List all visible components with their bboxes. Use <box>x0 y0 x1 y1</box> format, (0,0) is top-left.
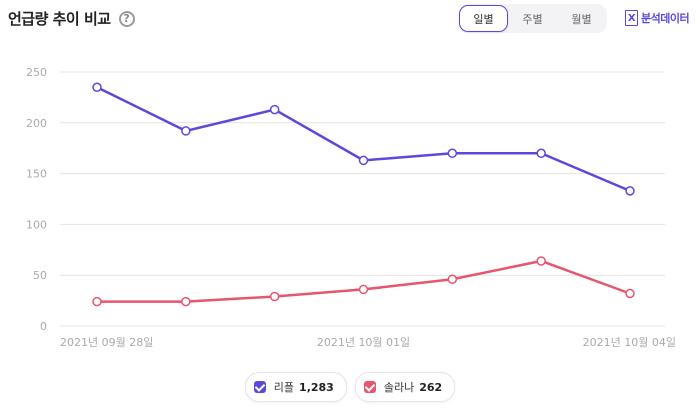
y-tick-label: 0 <box>40 320 47 333</box>
y-tick-label: 150 <box>26 168 47 181</box>
legend-series-count: 1,283 <box>299 380 334 394</box>
chart-header: 언급량 추이 비교 ? <box>8 8 135 29</box>
legend-series-name: 리플 <box>273 381 295 394</box>
y-tick-label: 250 <box>26 66 47 79</box>
legend-item-solana[interactable]: 솔라나 262 <box>354 372 456 402</box>
data-point <box>358 155 369 166</box>
checkbox-checked-icon <box>253 381 266 393</box>
data-point <box>92 82 102 92</box>
data-point <box>358 284 369 295</box>
help-icon[interactable]: ? <box>118 10 135 27</box>
data-point <box>536 256 546 266</box>
data-point <box>625 288 635 299</box>
page-title: 언급량 추이 비교 <box>8 10 111 28</box>
excel-icon: X <box>625 10 638 26</box>
line-chart: 0 50 100 150 200 250 2021년 09월 28일 2021년 10월 01… <box>26 66 676 349</box>
series-line <box>96 86 631 193</box>
data-point <box>447 148 458 159</box>
y-tick-label: 200 <box>26 117 47 130</box>
legend-series-name: 솔라나 <box>383 381 415 394</box>
series-line <box>97 259 631 303</box>
data-point <box>625 186 635 196</box>
data-point <box>269 104 280 115</box>
tab-weekly[interactable]: 주별 <box>522 12 543 26</box>
data-point <box>536 148 546 159</box>
x-tick-label: 2021년 10월 04일 <box>583 335 676 349</box>
data-point <box>92 296 102 307</box>
chart-legend: 리플 1,283 솔라나 262 <box>0 372 700 402</box>
legend-item-ripple[interactable]: 리플 1,283 <box>244 372 347 402</box>
legend-series-count: 262 <box>419 380 443 394</box>
y-tick-label: 100 <box>26 218 47 231</box>
export-data-button[interactable]: X 분석데이터 <box>625 10 690 26</box>
data-point <box>447 274 458 285</box>
x-tick-label: 2021년 09월 28일 <box>60 335 153 349</box>
x-tick-label: 2021년 10월 01일 <box>317 335 410 349</box>
data-point <box>181 126 191 136</box>
tab-monthly[interactable]: 월별 <box>571 12 592 26</box>
data-point <box>181 296 191 307</box>
export-label: 분석데이터 <box>641 12 690 25</box>
tab-daily[interactable]: 일별 <box>459 5 508 32</box>
data-point <box>269 291 280 302</box>
y-tick-label: 50 <box>33 269 47 282</box>
checkbox-checked-icon <box>363 381 376 393</box>
period-toggle: 일별 주별 월별 <box>459 4 607 33</box>
